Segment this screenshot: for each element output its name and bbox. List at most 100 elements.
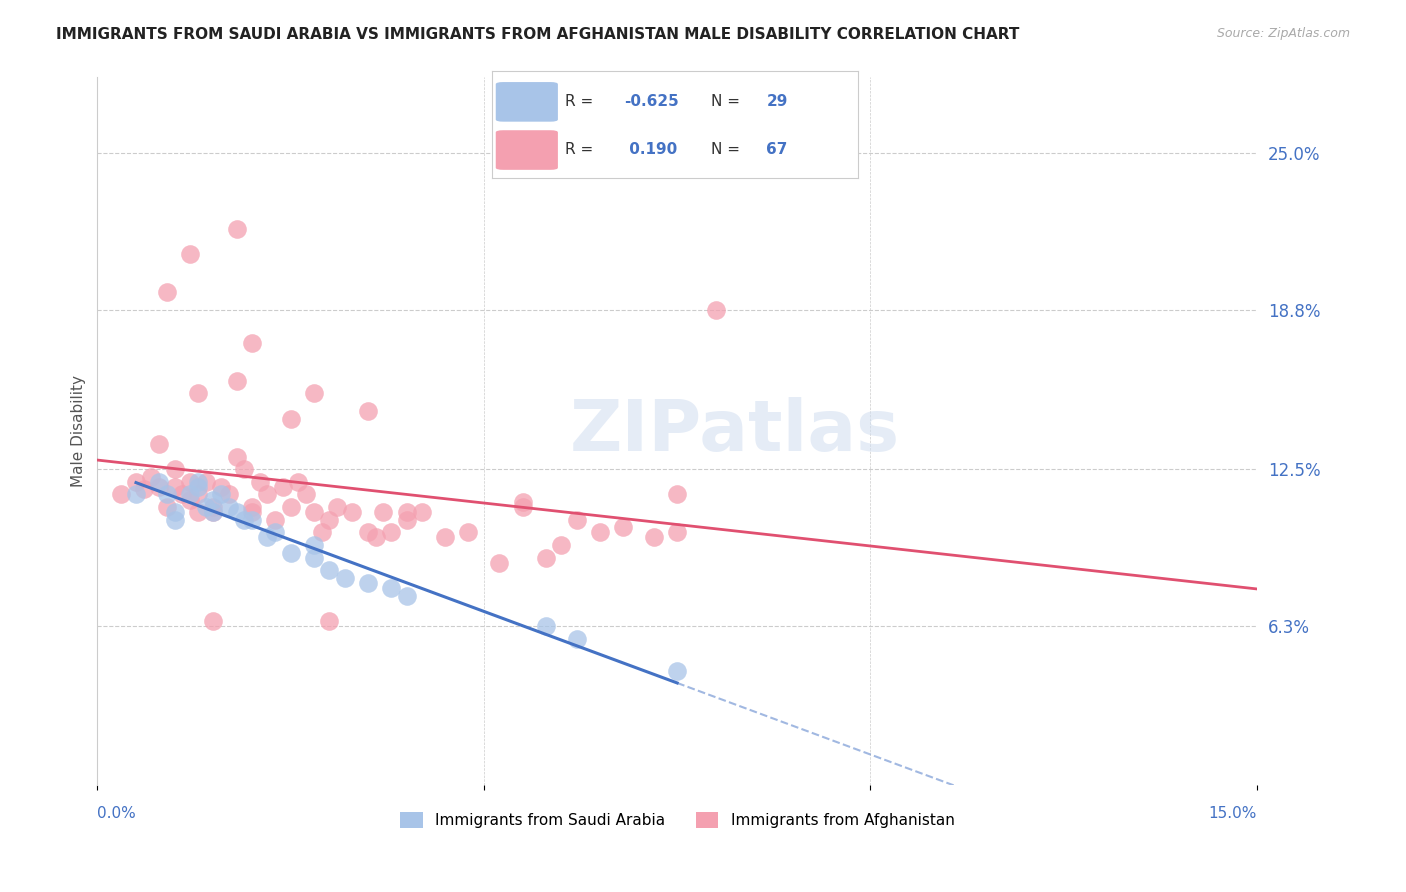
Point	[156, 500, 179, 514]
Point	[148, 480, 170, 494]
Legend: Immigrants from Saudi Arabia, Immigrants from Afghanistan: Immigrants from Saudi Arabia, Immigrants…	[394, 805, 960, 834]
Point	[179, 475, 201, 489]
Point	[179, 247, 201, 261]
Point	[156, 487, 179, 501]
Point	[302, 538, 325, 552]
Point	[357, 404, 380, 418]
Point	[666, 665, 689, 679]
Point	[565, 632, 588, 646]
Point	[457, 525, 479, 540]
FancyBboxPatch shape	[496, 82, 558, 121]
Point	[373, 505, 395, 519]
Point	[318, 513, 340, 527]
Point	[163, 462, 186, 476]
Point	[202, 492, 225, 507]
Point	[550, 538, 572, 552]
Point	[411, 505, 433, 519]
Point	[534, 619, 557, 633]
Point	[357, 575, 380, 590]
FancyBboxPatch shape	[496, 130, 558, 169]
Point	[240, 500, 263, 514]
Point	[342, 505, 364, 519]
Point	[666, 525, 689, 540]
Point	[280, 545, 302, 559]
Point	[534, 550, 557, 565]
Point	[125, 475, 148, 489]
Text: 15.0%: 15.0%	[1209, 806, 1257, 822]
Point	[512, 495, 534, 509]
Point	[256, 530, 278, 544]
Point	[380, 525, 402, 540]
Point	[110, 487, 132, 501]
Point	[233, 462, 256, 476]
Point	[249, 475, 271, 489]
Point	[589, 525, 612, 540]
Point	[271, 480, 294, 494]
Point	[163, 480, 186, 494]
Point	[488, 556, 510, 570]
Point	[364, 530, 387, 544]
Point	[172, 487, 194, 501]
Point	[280, 411, 302, 425]
Point	[704, 302, 727, 317]
Point	[318, 563, 340, 577]
Point	[163, 505, 186, 519]
Point	[202, 505, 225, 519]
Text: -0.625: -0.625	[624, 94, 679, 109]
Point	[218, 487, 240, 501]
Point	[311, 525, 333, 540]
Point	[565, 513, 588, 527]
Point	[326, 500, 349, 514]
Point	[256, 487, 278, 501]
Point	[643, 530, 665, 544]
Point	[395, 513, 418, 527]
Point	[148, 437, 170, 451]
Point	[218, 500, 240, 514]
Point	[434, 530, 457, 544]
Point	[240, 505, 263, 519]
Point	[395, 505, 418, 519]
Text: Source: ZipAtlas.com: Source: ZipAtlas.com	[1216, 27, 1350, 40]
Point	[240, 335, 263, 350]
Point	[357, 525, 380, 540]
Point	[225, 505, 247, 519]
Point	[280, 500, 302, 514]
Point	[302, 386, 325, 401]
Text: 29: 29	[766, 94, 787, 109]
Point	[512, 500, 534, 514]
Point	[179, 487, 201, 501]
Point	[156, 285, 179, 300]
Point	[179, 492, 201, 507]
Point	[395, 589, 418, 603]
Text: N =: N =	[711, 142, 745, 157]
Point	[287, 475, 309, 489]
Point	[209, 487, 232, 501]
Point	[302, 550, 325, 565]
Point	[666, 487, 689, 501]
Point	[240, 513, 263, 527]
Point	[163, 513, 186, 527]
Y-axis label: Male Disability: Male Disability	[72, 376, 86, 487]
Point	[194, 475, 217, 489]
Text: R =: R =	[565, 94, 599, 109]
Point	[187, 386, 209, 401]
Text: N =: N =	[711, 94, 745, 109]
Point	[202, 505, 225, 519]
Point	[202, 500, 225, 514]
Point	[148, 475, 170, 489]
Point	[380, 581, 402, 595]
Text: 0.0%: 0.0%	[97, 806, 136, 822]
Point	[202, 614, 225, 628]
Point	[295, 487, 318, 501]
Text: IMMIGRANTS FROM SAUDI ARABIA VS IMMIGRANTS FROM AFGHANISTAN MALE DISABILITY CORR: IMMIGRANTS FROM SAUDI ARABIA VS IMMIGRAN…	[56, 27, 1019, 42]
Point	[318, 614, 340, 628]
Point	[264, 525, 287, 540]
Point	[194, 500, 217, 514]
Point	[225, 222, 247, 236]
Point	[264, 513, 287, 527]
Point	[612, 520, 634, 534]
Point	[132, 483, 155, 497]
Point	[302, 505, 325, 519]
Text: 67: 67	[766, 142, 787, 157]
Text: 0.190: 0.190	[624, 142, 676, 157]
